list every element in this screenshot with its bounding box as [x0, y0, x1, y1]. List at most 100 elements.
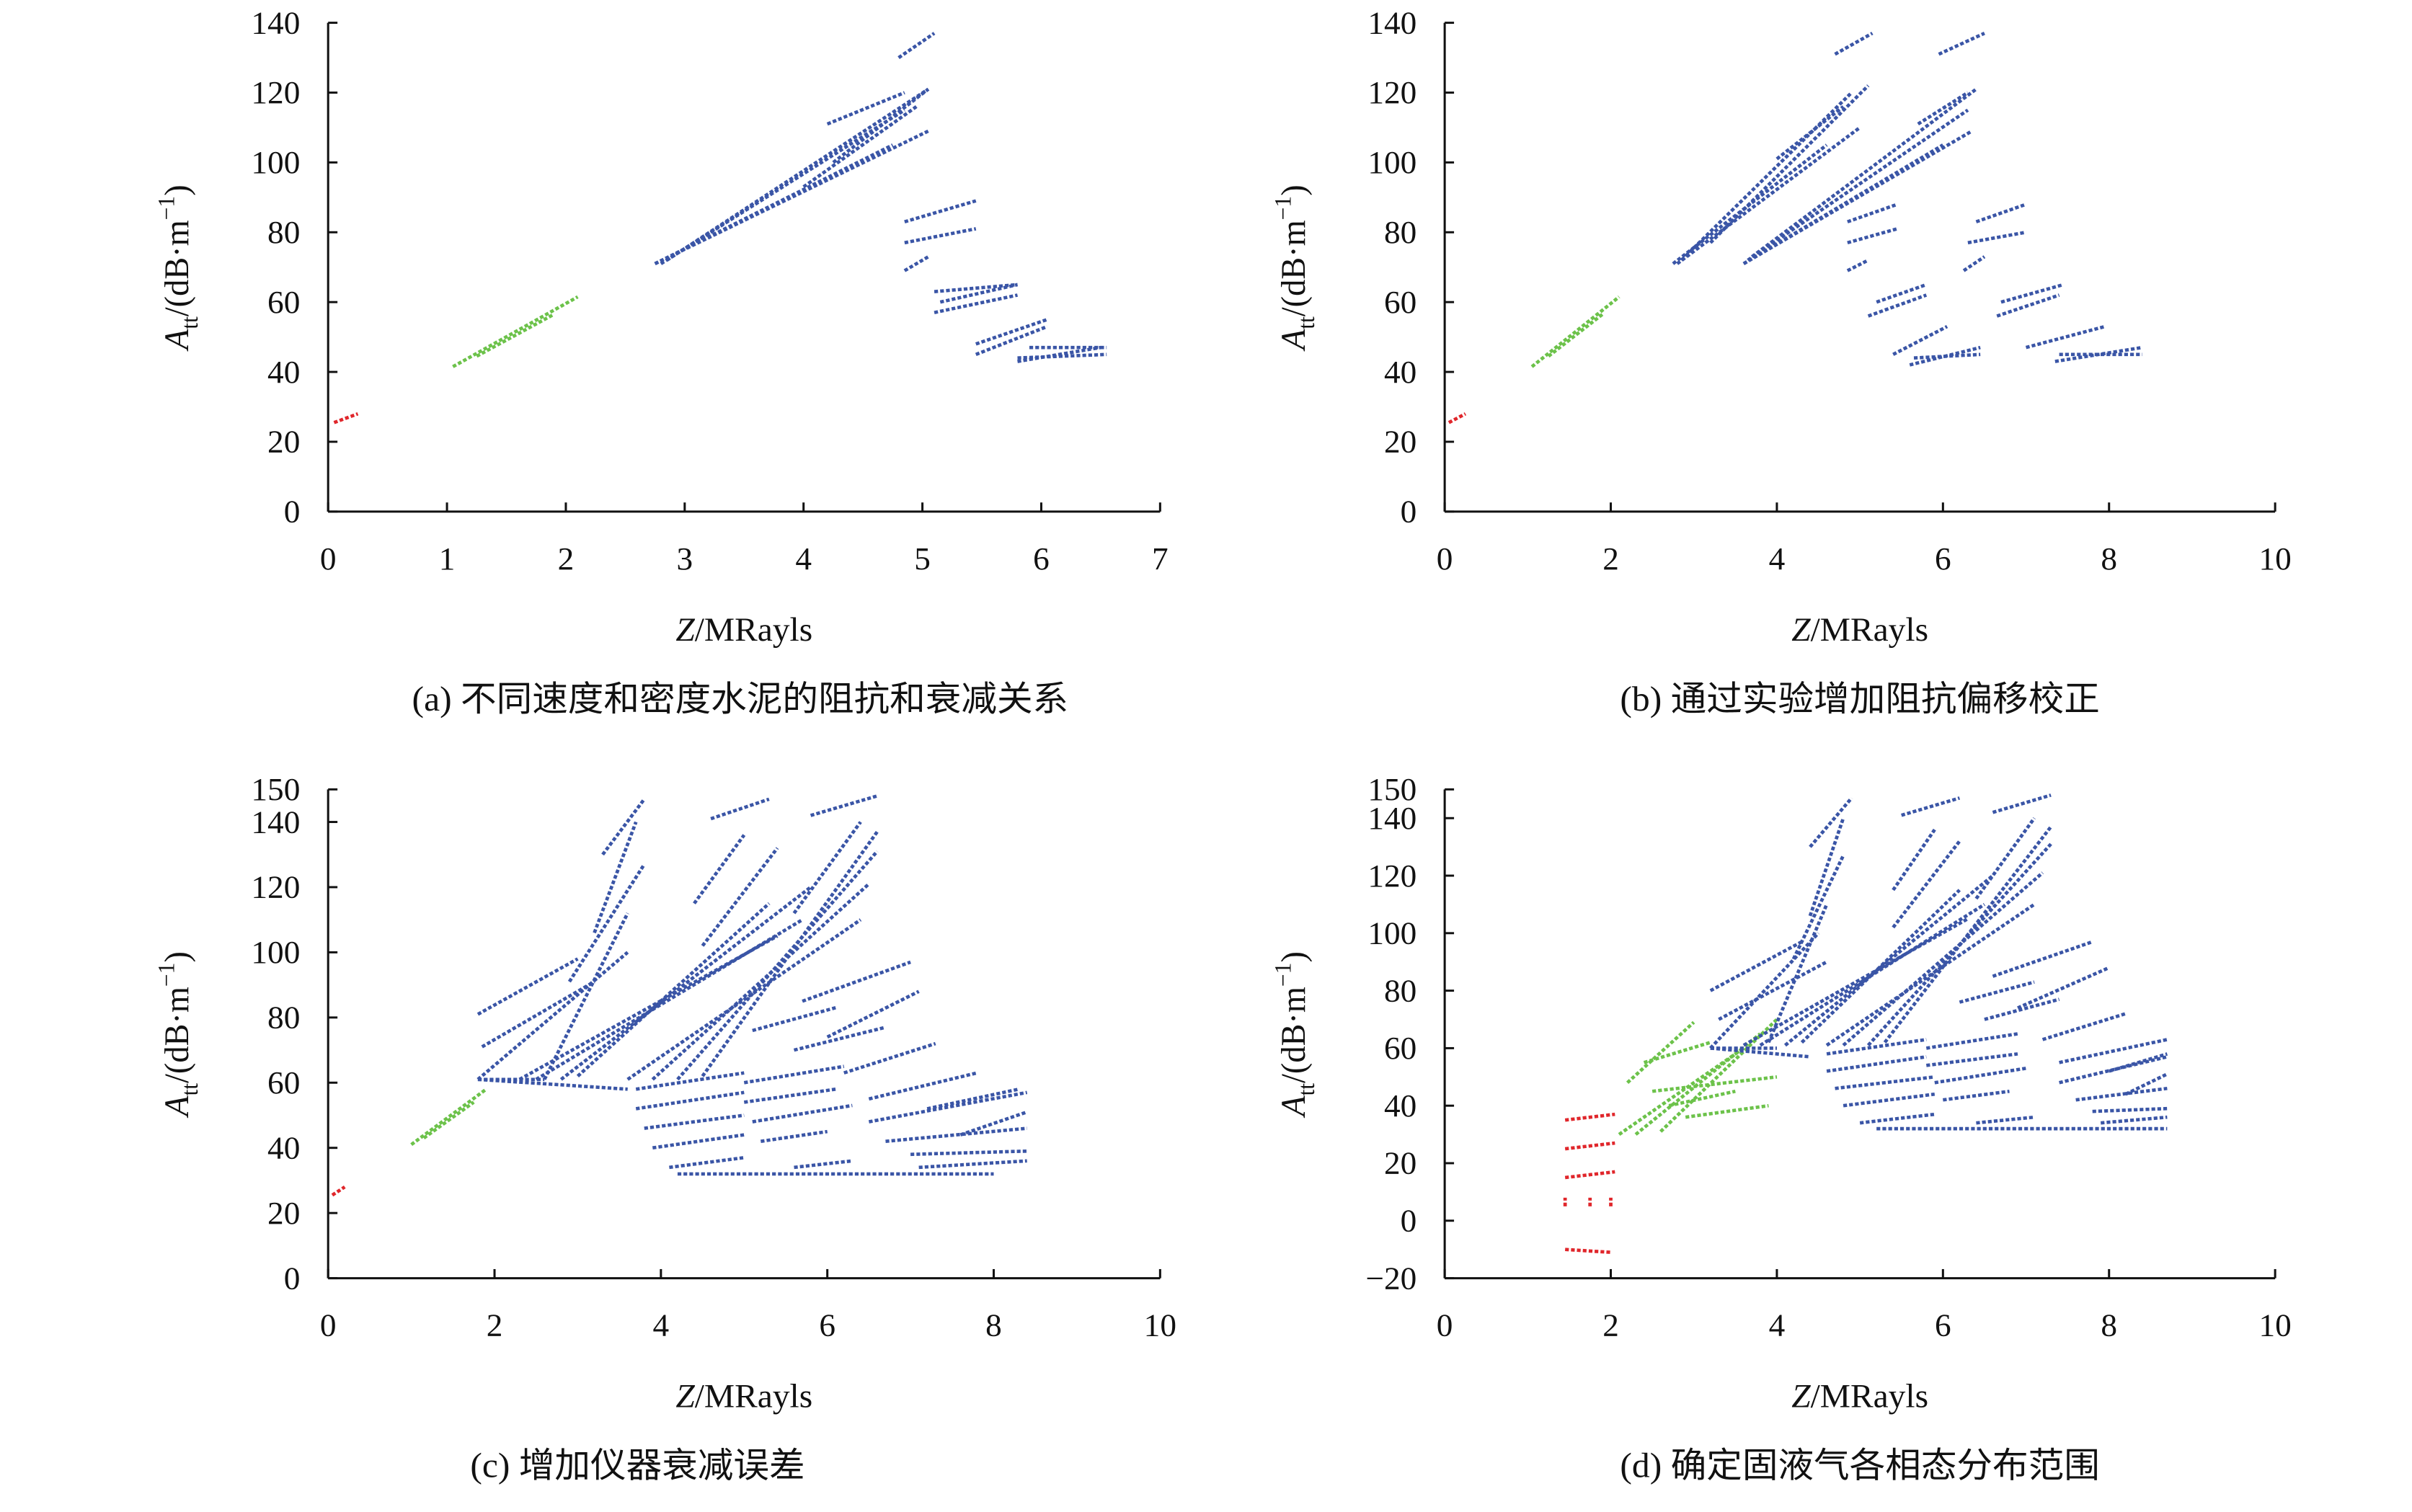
data-mark [1718, 960, 1828, 1021]
data-mark [710, 797, 770, 821]
x-tick-label: 1 [439, 541, 456, 576]
data-mark [651, 882, 871, 1081]
data-mark [1826, 1038, 1927, 1056]
data-mark [518, 934, 779, 1081]
x-tick-label: 4 [653, 1307, 670, 1343]
data-mark [1808, 817, 1845, 917]
x-tick-label: 10 [2258, 541, 2291, 576]
data-mark [1017, 345, 1101, 363]
y-tick-label: 0 [284, 1260, 301, 1296]
data-mark [1962, 255, 1986, 272]
x-tick-label: 8 [2101, 541, 2117, 576]
data-mark [1775, 105, 1845, 161]
y-tick-label: 60 [1384, 284, 1416, 319]
data-mark [1975, 203, 2027, 223]
data-mark [2054, 345, 2143, 363]
data-mark [1767, 904, 1829, 1044]
data-mark [1634, 1032, 1762, 1136]
data-mark [1892, 828, 1936, 891]
x-tick-label: 2 [487, 1307, 503, 1343]
series-green [410, 1088, 487, 1147]
data-mark [939, 283, 1019, 304]
y-tick-label: 140 [251, 804, 300, 840]
data-mark [2092, 1106, 2168, 1113]
x-tick-label: 10 [1144, 1307, 1176, 1343]
data-mark [635, 1071, 745, 1091]
data-mark [601, 798, 646, 856]
data-mark [752, 1103, 853, 1124]
data-mark [975, 324, 1048, 356]
y-axis-title: Att/(dB·m−1) [1270, 184, 1319, 352]
data-mark [752, 1006, 836, 1033]
series-green [452, 295, 579, 368]
x-axis-title: Z/MRayls [675, 1378, 812, 1415]
data-mark [1564, 1112, 1615, 1122]
chart-panel-b: 0 2 4 6 8 10020406080100120140Z/MRaylsAtt/(dB… [1270, 5, 2292, 719]
data-mark [810, 794, 878, 817]
data-mark [1710, 1046, 1811, 1059]
data-mark [2124, 1072, 2168, 1096]
y-tick-label: 60 [1384, 1031, 1416, 1066]
data-mark [1791, 855, 1845, 960]
chart-caption: (d) 确定固液气各相态分布范围 [1620, 1446, 2099, 1485]
y-tick-label: 120 [251, 75, 300, 110]
data-mark [1709, 84, 1870, 244]
data-mark [2101, 1115, 2168, 1125]
chart-panel-c: 0 2 4 6 8 10020406080100120140150Z/MRaylsAtt/… [154, 772, 1176, 1485]
data-mark [1984, 997, 2060, 1021]
data-mark [760, 1129, 828, 1143]
x-tick-label: 4 [1769, 1307, 1786, 1343]
data-mark [1976, 1115, 2035, 1125]
x-axis-title: Z/MRayls [1791, 611, 1928, 648]
data-mark [1547, 313, 1604, 358]
y-tick-label: 120 [1367, 858, 1416, 893]
x-tick-label: 10 [2258, 1307, 2291, 1343]
data-mark [934, 283, 1018, 293]
y-tick-label: 150 [251, 772, 300, 807]
x-tick-label: 4 [1769, 541, 1786, 576]
data-mark [2109, 1052, 2168, 1073]
y-tick-label: 80 [267, 1000, 300, 1035]
y-tick-label: 40 [1384, 354, 1416, 389]
y-tick-label: 20 [267, 1195, 300, 1230]
series-red [331, 1186, 346, 1197]
data-mark [476, 313, 555, 358]
data-mark [669, 1155, 745, 1170]
data-mark [743, 1088, 836, 1104]
data-mark [676, 850, 879, 1081]
data-mark [1913, 352, 1981, 360]
data-mark [868, 1071, 978, 1101]
x-tick-label: 2 [558, 541, 575, 576]
y-tick-label: 40 [1384, 1088, 1416, 1123]
data-mark [452, 295, 579, 368]
x-axis-title: Z/MRayls [1791, 1378, 1928, 1415]
data-mark [701, 830, 879, 1077]
data-mark [701, 847, 779, 947]
data-mark [543, 912, 629, 1080]
data-mark [644, 1113, 745, 1130]
data-mark [1883, 825, 2052, 1044]
x-tick-label: 6 [1935, 541, 1951, 576]
data-mark [1626, 1020, 1695, 1084]
y-tick-label: 60 [267, 1065, 300, 1100]
data-mark [477, 1077, 628, 1091]
data-mark [635, 1090, 745, 1111]
series-red [333, 412, 359, 424]
data-mark [576, 902, 771, 1077]
data-mark [1847, 227, 1898, 245]
data-mark [1659, 1018, 1778, 1133]
y-tick-label: 80 [267, 215, 300, 250]
data-mark [331, 1186, 346, 1197]
y-tick-label: 20 [1384, 424, 1416, 459]
y-tick-label: 150 [1367, 772, 1416, 807]
data-mark [1876, 283, 1928, 304]
data-mark [910, 1149, 1027, 1157]
data-mark [826, 990, 920, 1039]
data-mark [652, 1133, 745, 1150]
x-tick-label: 8 [2101, 1307, 2117, 1343]
data-mark [832, 87, 930, 164]
data-mark [1742, 917, 1969, 1047]
data-mark [1834, 32, 1874, 56]
